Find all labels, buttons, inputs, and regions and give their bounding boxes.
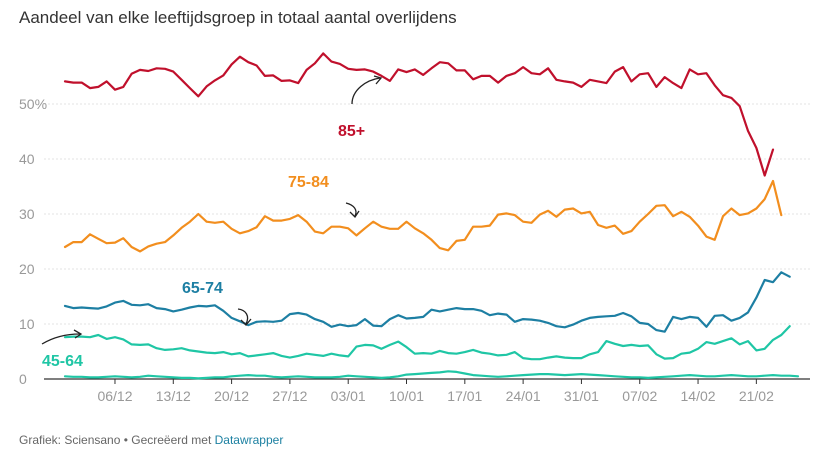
arrow-85plus [351, 77, 381, 105]
line-chart: 0 10 20 30 40 50% 06/12 13/12 20/12 27/12 03/01 10… [19, 52, 810, 404]
x-tick-label: 27/12 [272, 388, 307, 404]
series-line-unlabeled [63, 370, 800, 380]
series-line-65-74 [63, 271, 791, 333]
series-line-45-64 [63, 325, 791, 361]
arrow-65-74-head [240, 318, 252, 326]
x-tick-label: 20/12 [214, 388, 249, 404]
x-tick-label: 24/01 [506, 388, 541, 404]
arrow-75-84 [345, 202, 357, 217]
annotations: 85+ 75-84 65-74 45-64 [41, 75, 383, 370]
y-tick-label: 10 [19, 316, 35, 332]
x-tick-label: 31/01 [564, 388, 599, 404]
x-tick-label: 06/12 [97, 388, 132, 404]
y-tick-label: 50% [19, 96, 47, 112]
label-85plus: 85+ [338, 123, 365, 140]
arrow-45-64 [41, 333, 81, 345]
x-tick-label: 03/01 [331, 388, 366, 404]
x-tick-label: 07/02 [622, 388, 657, 404]
label-75-84: 75-84 [288, 174, 329, 191]
series-lines [63, 52, 800, 380]
arrow-65-74 [237, 308, 249, 325]
gridlines [44, 103, 810, 380]
series-line-85plus [63, 52, 775, 177]
x-tick-label: 21/02 [739, 388, 774, 404]
y-axis-ticks: 0 10 20 30 40 50% [19, 96, 47, 387]
x-tick-label: 10/01 [389, 388, 424, 404]
arrow-75-84-head [349, 210, 360, 219]
x-tick-label: 13/12 [156, 388, 191, 404]
arrow-85plus-head [373, 75, 383, 85]
datawrapper-link[interactable]: Datawrapper [214, 433, 284, 447]
series-line-75-84 [63, 179, 783, 253]
y-tick-label: 20 [19, 261, 35, 277]
x-tick-label: 17/01 [447, 388, 482, 404]
chart-title: Aandeel van elke leeftijdsgroep in totaa… [19, 8, 457, 27]
label-65-74: 65-74 [182, 280, 223, 297]
y-tick-label: 40 [19, 151, 35, 167]
y-tick-label: 0 [19, 371, 27, 387]
footer-credit: Grafiek: Sciensano • Gecreëerd met Dataw… [19, 433, 283, 447]
label-45-64: 45-64 [42, 353, 83, 370]
y-tick-label: 30 [19, 206, 35, 222]
x-axis-ticks: 06/12 13/12 20/12 27/12 03/01 10/01 17/01 24/01… [97, 379, 774, 404]
x-tick-label: 14/02 [681, 388, 716, 404]
footer-source: Grafiek: Sciensano • Gecreëerd met [19, 433, 215, 447]
arrow-45-64-head [73, 329, 83, 339]
